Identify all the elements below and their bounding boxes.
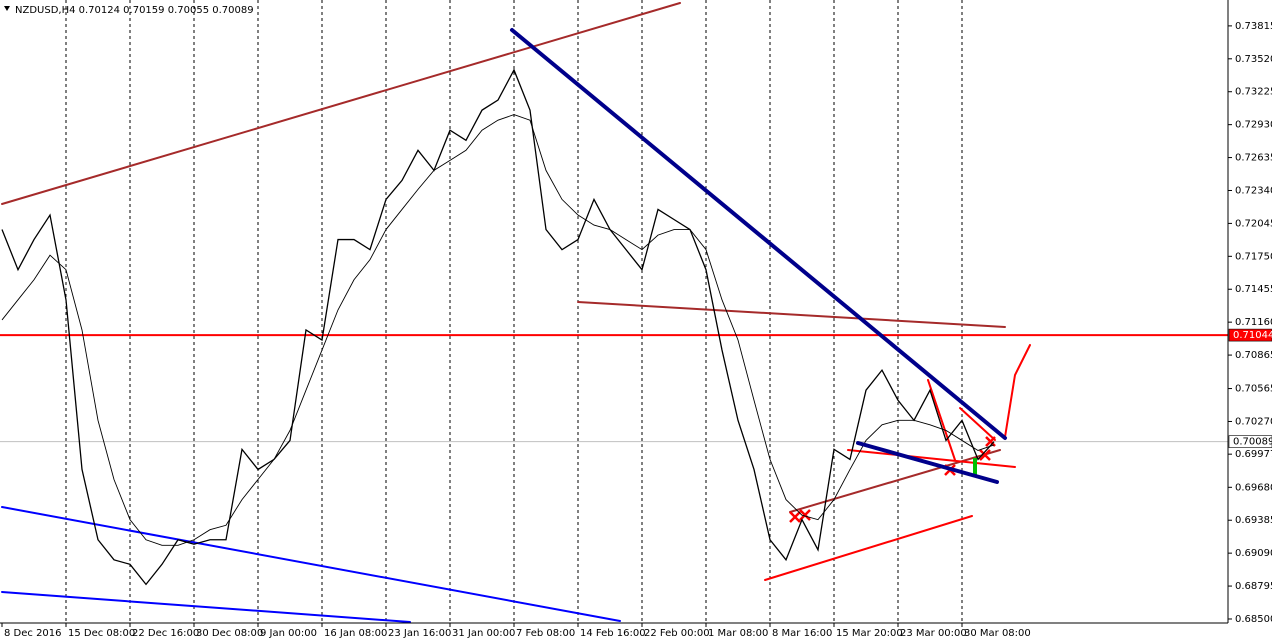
y-tick-label: 0.69977 <box>1235 449 1272 460</box>
trend-line <box>577 301 1006 328</box>
drawings <box>1 2 1031 623</box>
y-tick-label: 0.69385 <box>1235 515 1272 526</box>
trend-line <box>847 449 1016 468</box>
x-tick-label: 15 Dec 08:00 <box>68 628 135 639</box>
series-layer <box>1 68 995 586</box>
x-tick-label: 22 Feb 00:00 <box>644 628 710 639</box>
x-tick-label: 23 Jan 16:00 <box>388 628 451 639</box>
y-tick-label: 0.72635 <box>1235 153 1272 164</box>
chart-title: NZDUSD,H4 0.70124 0.70159 0.70055 0.7008… <box>15 5 254 16</box>
x-tick-label: 8 Dec 2016 <box>4 628 62 639</box>
trend-line <box>789 449 1001 513</box>
price-line-series <box>1 68 995 586</box>
trend-line <box>927 379 956 461</box>
arrow <box>1004 344 1031 438</box>
x-tick-label: 23 Mar 00:00 <box>900 628 967 639</box>
x-tick-label: 30 Dec 08:00 <box>196 628 263 639</box>
x-tick-label: 30 Mar 08:00 <box>964 628 1031 639</box>
y-tick-label: 0.71455 <box>1235 284 1272 295</box>
x-tick-label: 16 Jan 08:00 <box>324 628 387 639</box>
x-tick-label: 9 Jan 00:00 <box>260 628 317 639</box>
trend-line <box>856 441 999 484</box>
trend-line <box>764 515 973 581</box>
trend-line <box>510 28 1007 440</box>
trend-line <box>1 2 681 205</box>
trend-line <box>959 407 996 441</box>
y-tick-label: 0.70865 <box>1235 350 1272 361</box>
overlay <box>510 28 1007 484</box>
trend-line <box>1 591 411 623</box>
price-label-box <box>1228 328 1272 342</box>
trend-line <box>1 506 621 622</box>
x-tick-label: 1 Mar 08:00 <box>708 628 768 639</box>
x-tick-label: 15 Mar 20:00 <box>836 628 903 639</box>
price-label: 0.70089 <box>1233 437 1272 448</box>
y-tick-label: 0.70565 <box>1235 384 1272 395</box>
x-tick-label: 7 Feb 08:00 <box>516 628 575 639</box>
y-tick-label: 0.73225 <box>1235 87 1272 98</box>
grid <box>0 0 1228 623</box>
x-tick-label: 14 Feb 16:00 <box>580 628 646 639</box>
y-tick-label: 0.72045 <box>1235 218 1272 229</box>
x-tick-label: 22 Dec 16:00 <box>132 628 199 639</box>
x-tick-label: 8 Mar 16:00 <box>772 628 832 639</box>
price-label-box <box>1228 435 1272 448</box>
moving-average <box>1 114 995 546</box>
price-label: 0.71044 <box>1233 330 1272 341</box>
y-tick-label: 0.68795 <box>1235 581 1272 592</box>
y-tick-label: 0.73815 <box>1235 21 1272 32</box>
x-tick-label: 31 Jan 00:00 <box>452 628 515 639</box>
symbol-menu[interactable] <box>4 6 10 11</box>
